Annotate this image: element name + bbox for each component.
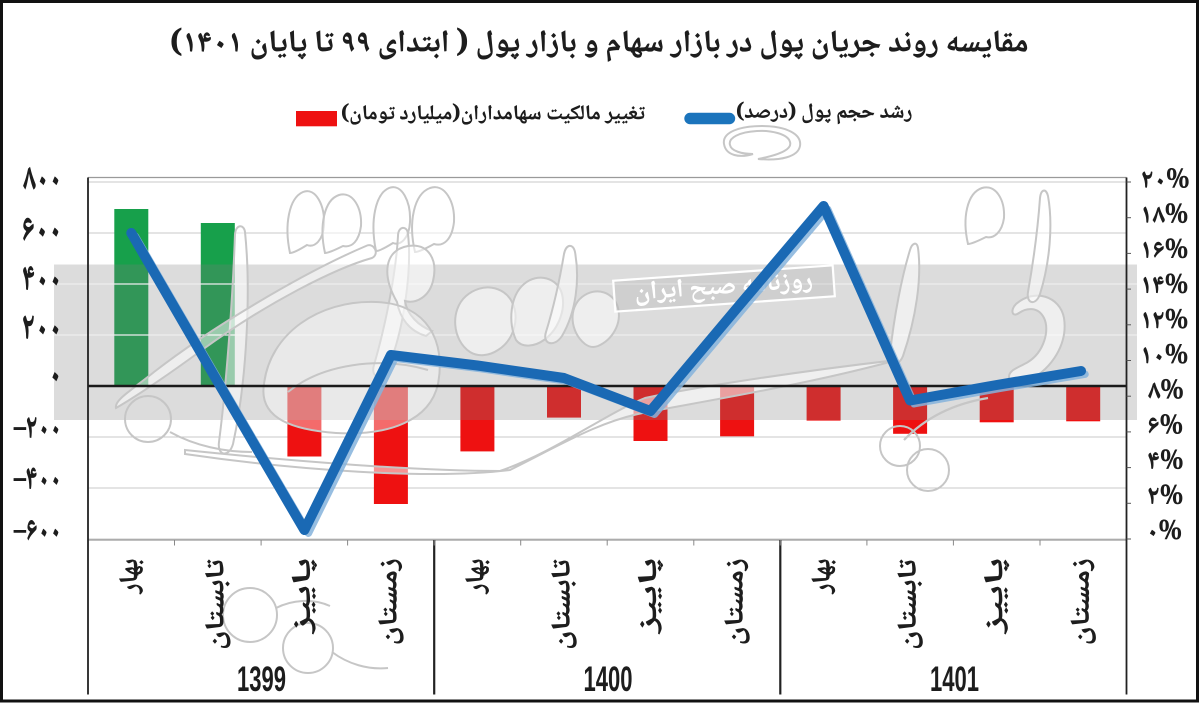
svg-text:1401: 1401 bbox=[930, 660, 979, 699]
svg-text:1399: 1399 bbox=[237, 660, 286, 699]
svg-text:1400: 1400 bbox=[584, 660, 633, 699]
